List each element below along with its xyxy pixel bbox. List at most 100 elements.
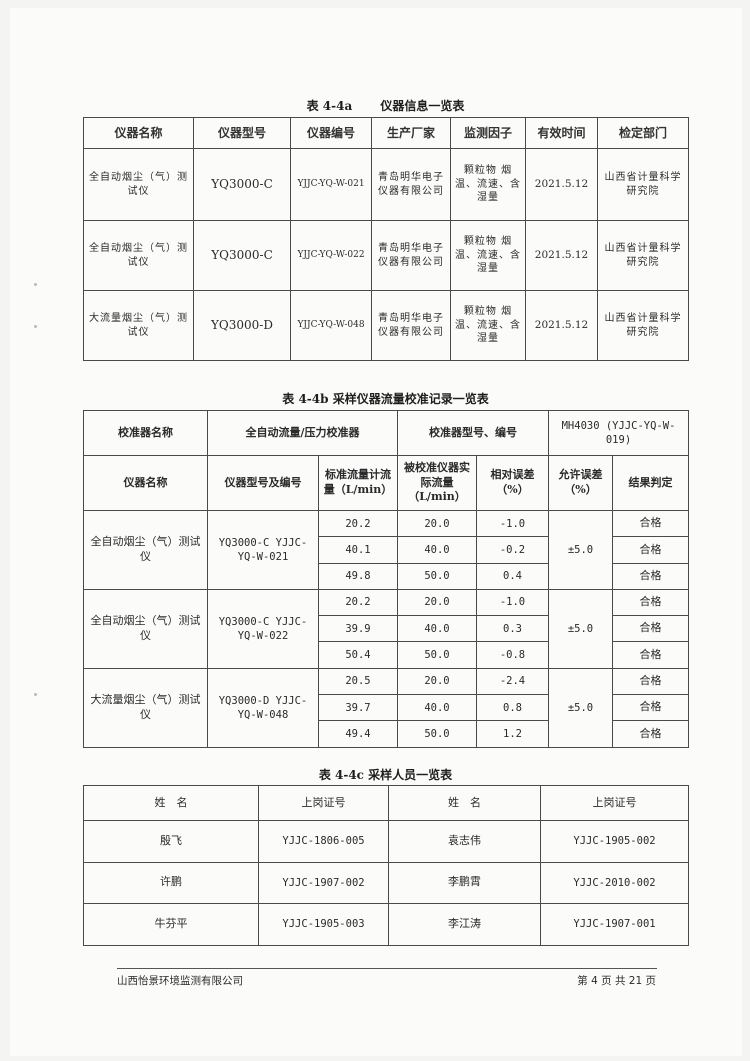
person-name: 袁志伟 [388,820,541,863]
result-judgement: 合格 [611,562,690,590]
table-row: 全自动烟尘（气）测试仪 YQ3000-C YJJC-YQ-W-021 20.2 20.… [83,509,690,590]
table-b-caption: 表 4-4b 采样仪器流量校准记录一览表 [282,392,489,406]
header-cell: 监测因子 [450,117,526,149]
header-cell: 仪器型号 [193,117,291,149]
standard-flow: 20.2 [318,509,398,538]
sampling-personnel-table: 姓 名 上岗证号 姓 名 上岗证号 殷飞 YJJC-1806-005 袁志伟 Y… [83,785,689,946]
instrument-model: YQ3000-C [193,148,291,221]
monitoring-factors: 颗粒物 烟温、流速、含湿量 [450,290,526,361]
header-cell: 检定部门 [597,117,689,149]
calibrator-row: 校准器名称 全自动流量/压力校准器 校准器型号、编号 MH4030 (YJJC-… [83,410,690,456]
header-cell: 被校准仪器实际流量（L/min） [397,455,477,511]
table-row: 牛芬平 YJJC-1905-003 李江涛 YJJC-1907-001 [83,903,689,946]
header-cell: 仪器名称 [83,117,194,149]
relative-error: -1.0 [476,588,549,617]
scan-speck [34,325,37,328]
manufacturer: 青岛明华电子仪器有限公司 [371,290,451,361]
instrument-id: YJJC-YQ-W-048 [290,290,372,361]
certificate-number: YJJC-2010-002 [540,861,689,904]
table-row: 全自动烟尘（气）测试仪 YQ3000-C YJJC-YQ-W-022 青岛明华电… [83,220,689,291]
instrument-name: 大流量烟尘（气）测试仪 [83,290,194,361]
certificate-number: YJJC-1905-003 [258,903,389,946]
instrument-name: 全自动烟尘（气）测试仪 [83,510,208,590]
result-judgement: 合格 [611,509,690,538]
table-row: 殷飞 YJJC-1806-005 袁志伟 YJJC-1905-002 [83,820,689,863]
scan-speck [34,693,37,696]
result-judgement: 合格 [611,667,690,696]
table-a-caption: 表 4-4a 仪器信息一览表 [306,99,465,113]
relative-error: 0.3 [476,615,549,643]
header-cell: 上岗证号 [258,785,389,821]
table-header-row: 仪器名称 仪器型号 仪器编号 生产厂家 监测因子 有效时间 检定部门 [83,117,689,149]
person-name: 李江涛 [388,903,541,946]
verification-dept: 山西省计量科学研究院 [597,220,689,291]
relative-error: -0.2 [476,536,549,564]
manufacturer: 青岛明华电子仪器有限公司 [371,148,451,221]
table-row: 全自动烟尘（气）测试仪 YQ3000-C YJJC-YQ-W-021 青岛明华电… [83,148,689,221]
calibrator-name: 全自动流量/压力校准器 [207,410,398,456]
actual-flow: 50.0 [397,641,477,669]
table-row: 49.4 50.0 1.2 合格 [84,720,690,748]
relative-error: 0.8 [476,694,549,722]
instrument-model-id: YQ3000-C YJJC-YQ-W-022 [207,588,319,669]
instrument-model: YQ3000-D [193,290,291,361]
standard-flow: 49.8 [318,562,398,590]
header-cell: 结果判定 [611,455,690,511]
instrument-model-id: YQ3000-D YJJC-YQ-W-048 [207,667,319,748]
certificate-number: YJJC-1907-001 [540,903,689,946]
instrument-name: 大流量烟尘（气）测试仪 [83,667,208,748]
valid-date: 2021.5.12 [525,148,598,221]
relative-error: -1.0 [476,509,549,538]
result-judgement: 合格 [611,694,690,722]
table-row: 50.4 50.0 -0.8 合格 [84,641,690,669]
table-row: 39.9 40.0 0.3 合格 [84,615,690,643]
table-header-row: 仪器名称 仪器型号及编号 标准流量计流量（L/min） 被校准仪器实际流量（L/… [83,455,690,511]
footer-page-number: 第 4 页 共 21 页 [577,975,656,987]
table-row: 全自动烟尘（气）测试仪 YQ3000-C YJJC-YQ-W-022 20.2 20.… [83,588,690,669]
header-cell: 标准流量计流量（L/min） [318,455,398,511]
actual-flow: 20.0 [397,667,477,696]
calibrator-model: MH4030 (YJJC-YQ-W-019) [547,410,690,456]
person-name: 殷飞 [83,820,259,863]
header-cell: 允许误差（%） [548,455,613,511]
table-row: 49.8 50.0 0.4 合格 [84,562,690,590]
actual-flow: 40.0 [397,615,477,643]
calibrator-model-label: 校准器型号、编号 [397,410,549,456]
scan-speck [34,283,37,286]
table-c-caption: 表 4-4c 采样人员一览表 [318,768,453,782]
relative-error: -0.8 [476,641,549,669]
header-cell: 仪器型号及编号 [207,455,319,511]
certificate-number: YJJC-1905-002 [540,820,689,863]
verification-dept: 山西省计量科学研究院 [597,290,689,361]
standard-flow: 39.7 [318,694,398,722]
calibrator-label: 校准器名称 [83,410,208,456]
result-judgement: 合格 [611,720,690,748]
allowed-error: ±5.0 [548,588,613,669]
manufacturer: 青岛明华电子仪器有限公司 [371,220,451,291]
flow-calibration-table: 校准器名称 全自动流量/压力校准器 校准器型号、编号 MH4030 (YJJC-… [83,410,690,748]
standard-flow: 49.4 [318,720,398,748]
relative-error: -2.4 [476,667,549,696]
header-cell: 有效时间 [525,117,598,149]
table-row: 许鹏 YJJC-1907-002 李鹏霄 YJJC-2010-002 [83,861,689,904]
header-cell: 生产厂家 [371,117,451,149]
header-cell: 姓 名 [388,785,541,821]
result-judgement: 合格 [611,536,690,564]
valid-date: 2021.5.12 [525,290,598,361]
standard-flow: 50.4 [318,641,398,669]
header-cell: 仪器名称 [83,455,208,511]
header-cell: 上岗证号 [540,785,689,821]
result-judgement: 合格 [611,615,690,643]
table-header-row: 姓 名 上岗证号 姓 名 上岗证号 [83,785,689,821]
instrument-model: YQ3000-C [193,220,291,291]
relative-error: 1.2 [476,720,549,748]
person-name: 牛芬平 [83,903,259,946]
table-row: 大流量烟尘（气）测试仪 YQ3000-D YJJC-YQ-W-048 青岛明华电… [83,290,689,361]
instrument-id: YJJC-YQ-W-022 [290,220,372,291]
actual-flow: 40.0 [397,536,477,564]
certificate-number: YJJC-1907-002 [258,861,389,904]
header-cell: 仪器编号 [290,117,372,149]
actual-flow: 40.0 [397,694,477,722]
monitoring-factors: 颗粒物 烟温、流速、含湿量 [450,220,526,291]
standard-flow: 39.9 [318,615,398,643]
